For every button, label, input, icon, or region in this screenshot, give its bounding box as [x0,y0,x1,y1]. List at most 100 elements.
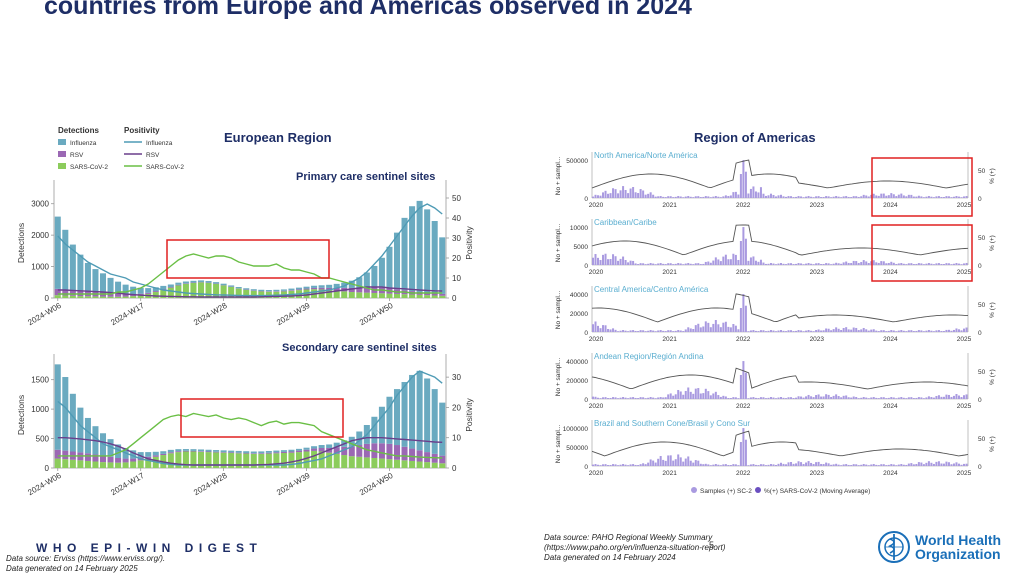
americas-bar [830,464,833,466]
americas-bar [742,160,745,198]
americas-bar [895,263,898,265]
bar-sars-cov-2 [363,457,370,468]
americas-bar [652,330,655,332]
americas-bar [682,461,685,466]
bar-influenza [220,450,227,453]
americas-bar [709,197,712,198]
americas-bar [737,398,740,399]
americas-bar [815,196,818,198]
bar-sars-cov-2 [265,453,272,468]
americas-bar [965,327,968,332]
americas-bar [747,465,750,466]
bar-influenza [115,281,122,294]
bar-influenza [213,282,220,284]
americas-bar [820,396,823,399]
americas-y2-tick-label: 50 [978,302,986,309]
americas-bar [669,393,672,399]
bar-rsv [228,452,235,453]
americas-bar [757,465,760,466]
americas-bar [712,393,715,399]
americas-bar [614,329,617,332]
americas-bar [897,464,900,466]
bar-rsv [280,290,287,292]
americas-bar [912,398,915,399]
americas-bar [862,194,865,198]
americas-bar [900,193,903,198]
americas-bar [769,193,772,198]
americas-bar [749,188,752,198]
americas-bar [662,330,665,332]
americas-y-tick-label: 5000 [574,244,589,251]
bar-rsv [273,452,280,454]
bar-sars-cov-2 [235,288,242,298]
americas-bar [945,196,948,198]
bar-sars-cov-2 [356,292,363,298]
americas-bar [832,464,835,466]
bar-influenza [197,449,205,452]
americas-bar [940,330,943,332]
americas-bar [802,197,805,198]
americas-bar [692,264,695,265]
americas-bar [682,331,685,332]
americas-bar [902,464,905,466]
americas-bar [907,263,910,265]
americas-bar [717,259,720,265]
americas-bar [782,330,785,332]
americas-bar [712,464,715,466]
americas-bar [639,330,642,332]
americas-bar [617,193,620,198]
americas-bar [817,394,820,399]
bar-influenza [152,287,159,292]
bar-sars-cov-2 [213,452,220,468]
americas-bar [704,321,707,332]
americas-bar [627,398,630,399]
americas-bar [917,195,920,198]
americas-bar [845,196,848,198]
bar-sars-cov-2 [77,460,84,468]
americas-bar [767,330,770,332]
americas-bar [622,256,625,265]
americas-bar [897,194,900,198]
americas-bar [805,462,808,466]
americas-y-axis-label: No + sampl... [555,224,562,263]
americas-bar [762,464,765,466]
americas-bar [895,331,898,332]
americas-bar [694,388,697,399]
bar-influenza [356,277,363,288]
americas-bar [702,196,705,198]
bar-influenza [280,450,287,452]
americas-bar [960,397,963,399]
bar-rsv [378,443,385,459]
americas-bar [932,463,935,466]
americas-bar [907,330,910,332]
bar-sars-cov-2 [62,295,69,298]
americas-bar [667,394,670,399]
bar-rsv [235,452,242,454]
americas-bar [699,327,702,332]
americas-bar [632,187,635,198]
americas-bar [860,464,863,466]
americas-bar [599,398,602,399]
americas-bar [607,465,610,466]
americas-bar [782,397,785,399]
bar-influenza [250,451,257,454]
americas-bar [842,262,845,265]
americas-bar [835,262,838,265]
americas-positivity-line [591,293,969,323]
bar-influenza [235,450,242,453]
americas-bar [872,329,875,332]
americas-bar [780,263,783,265]
americas-bar [739,174,742,198]
primary-care-chart: 0 1000 2000 3000 0 10 20 30 40 50 Detections Positi… [16,180,474,327]
americas-bar [815,330,818,332]
americas-bar [890,193,893,198]
americas-bar [627,262,630,265]
americas-bar [792,264,795,265]
americas-panel-title: Central America/Centro América [594,285,709,294]
americas-bar [790,462,793,466]
americas-year-label: 2025 [957,202,972,209]
americas-bar [800,462,803,466]
bar-sars-cov-2 [197,282,205,298]
americas-panel: Andean Region/Región Andina 0 200000 400000… [555,352,996,410]
americas-bar [837,196,840,198]
